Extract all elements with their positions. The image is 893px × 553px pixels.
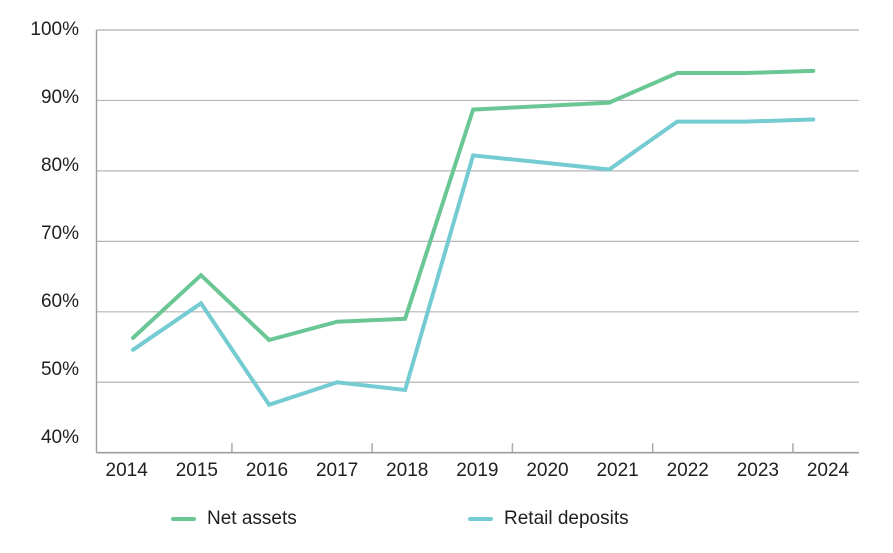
y-axis-label: 70% [40, 223, 79, 244]
net-assets-legend-swatch [171, 516, 196, 522]
x-axis-label: 2020 [526, 460, 569, 481]
retail-deposits-legend-label: Retail deposits [504, 508, 629, 529]
x-axis-label: 2024 [806, 460, 850, 481]
x-axis-label: 2018 [386, 460, 429, 481]
y-axis-label: 40% [40, 427, 79, 448]
y-axis-label: 50% [40, 359, 79, 380]
y-axis-label: 80% [40, 155, 79, 176]
x-axis-label: 2022 [666, 460, 709, 481]
y-axis-label: 90% [40, 87, 79, 108]
x-axis-label: 2014 [105, 460, 148, 481]
y-axis-label: 100% [30, 19, 79, 40]
y-axis-label: 60% [40, 291, 79, 312]
x-axis-label: 2016 [245, 460, 289, 481]
retail-deposits-legend-swatch [468, 516, 493, 522]
net-assets-legend-label: Net assets [207, 508, 297, 529]
retail-deposits-line [131, 117, 816, 408]
x-axis-label: 2017 [315, 460, 359, 481]
x-axis-label: 2023 [736, 460, 779, 481]
x-axis-label: 2021 [596, 460, 639, 481]
legend-item-retail-deposits: Retail deposits [468, 508, 629, 530]
net-assets-line [131, 68, 816, 343]
x-axis-label: 2015 [175, 460, 218, 481]
legend-item-net-assets: Net assets [171, 508, 297, 530]
x-axis-label: 2019 [456, 460, 499, 481]
